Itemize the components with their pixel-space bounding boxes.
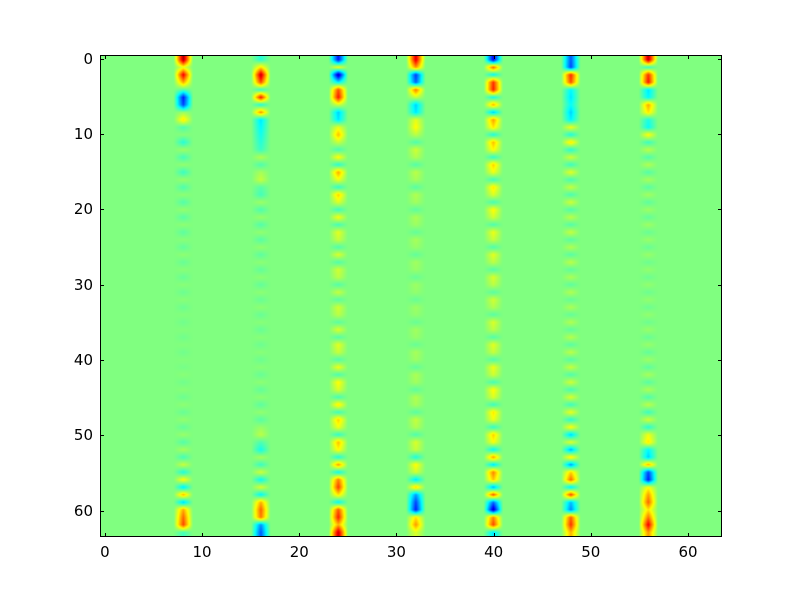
y-tick-label: 50 xyxy=(73,426,93,445)
y-axis-tick-right xyxy=(718,284,722,286)
x-axis-tick xyxy=(104,533,106,537)
x-axis-tick-top xyxy=(590,55,592,59)
x-axis-tick xyxy=(202,533,204,537)
x-tick-label: 0 xyxy=(100,543,110,561)
y-axis-tick xyxy=(100,58,104,60)
heatmap-image xyxy=(101,56,721,536)
y-axis-tick-right xyxy=(718,510,722,512)
y-tick-label: 60 xyxy=(73,501,93,520)
y-axis-tick xyxy=(100,284,104,286)
y-axis-tick xyxy=(100,435,104,437)
x-tick-label: 50 xyxy=(581,543,601,561)
y-tick-label: 10 xyxy=(73,125,93,144)
x-tick-label: 10 xyxy=(192,543,212,561)
y-axis-tick-right xyxy=(718,58,722,60)
x-axis-tick-top xyxy=(104,55,106,59)
x-axis-tick xyxy=(687,533,689,537)
heatmap-axes xyxy=(100,55,722,537)
x-tick-label: 60 xyxy=(678,543,698,561)
x-axis-tick-top xyxy=(396,55,398,59)
y-axis-tick-right xyxy=(718,360,722,362)
x-axis-tick xyxy=(299,533,301,537)
y-axis-tick xyxy=(100,209,104,211)
y-axis-tick xyxy=(100,134,104,136)
y-axis-tick xyxy=(100,510,104,512)
y-axis-tick-right xyxy=(718,435,722,437)
y-tick-label: 20 xyxy=(73,200,93,219)
x-axis-tick-top xyxy=(299,55,301,59)
x-axis-tick-top xyxy=(687,55,689,59)
y-axis-tick xyxy=(100,360,104,362)
x-axis-tick xyxy=(396,533,398,537)
y-tick-label: 0 xyxy=(83,49,93,68)
x-tick-label: 40 xyxy=(484,543,504,561)
x-axis-tick-top xyxy=(493,55,495,59)
x-axis-tick xyxy=(590,533,592,537)
y-tick-label: 40 xyxy=(73,351,93,370)
y-tick-label: 30 xyxy=(73,275,93,294)
y-axis-tick-right xyxy=(718,209,722,211)
x-axis-tick xyxy=(493,533,495,537)
y-axis-tick-right xyxy=(718,134,722,136)
x-tick-label: 30 xyxy=(386,543,406,561)
x-axis-tick-top xyxy=(202,55,204,59)
x-tick-label: 20 xyxy=(289,543,309,561)
